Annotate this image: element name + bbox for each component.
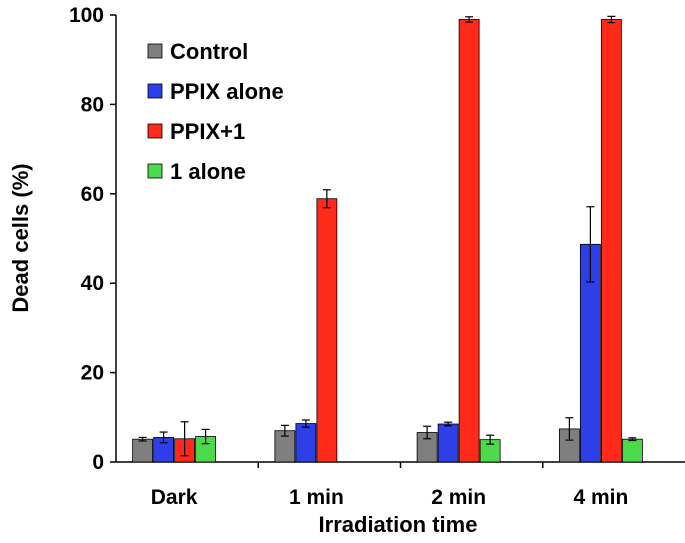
y-tick-label: 80 <box>81 93 104 116</box>
y-axis-title: Dead cells (%) <box>8 163 33 312</box>
bar <box>458 19 480 463</box>
legend-swatch <box>147 83 163 99</box>
legend-entry: PPIX+1 <box>170 119 245 144</box>
y-tick-label: 100 <box>69 4 104 27</box>
x-axis-title: Irradiation time <box>319 512 478 537</box>
y-tick-label: 40 <box>81 272 104 295</box>
legend-entry: PPIX alone <box>170 79 284 104</box>
legend-swatch <box>147 163 163 179</box>
legend-swatch <box>147 43 163 59</box>
bar <box>316 198 338 463</box>
bar <box>132 438 154 463</box>
x-tick-label: 1 min <box>289 486 344 509</box>
bar <box>621 438 643 463</box>
legend-entry: 1 alone <box>170 159 246 184</box>
y-tick-label: 60 <box>81 183 104 206</box>
y-tick-label: 20 <box>81 362 104 385</box>
bar <box>437 423 459 463</box>
plot-area: 0 20 40 60 80 100 Dark 1 min 2 min 4 min Control PP… <box>69 4 685 509</box>
legend-swatch <box>147 123 163 139</box>
x-tick-label: 4 min <box>573 486 628 509</box>
x-tick-label: 2 min <box>431 486 486 509</box>
x-tick-label: Dark <box>151 486 198 509</box>
bar <box>600 19 622 463</box>
y-tick-label: 0 <box>92 451 104 474</box>
legend-entry: Control <box>170 39 248 64</box>
bar <box>295 423 317 463</box>
